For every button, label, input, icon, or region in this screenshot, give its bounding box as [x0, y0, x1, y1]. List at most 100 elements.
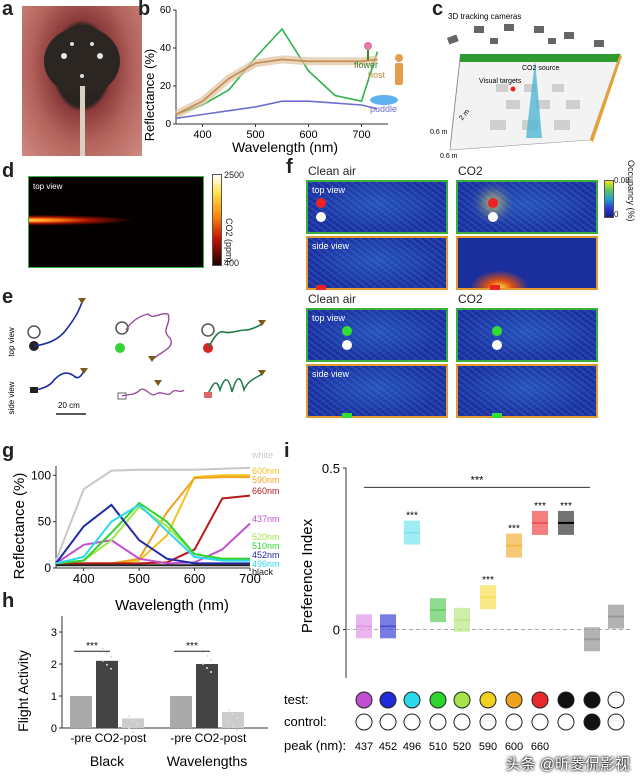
puddle-icon	[370, 95, 398, 105]
i-control-swatch	[403, 713, 421, 731]
i-peak-label: 660	[531, 741, 549, 753]
h-bar-wavelengths-2	[222, 712, 244, 728]
i-sig: ***	[560, 501, 572, 512]
h-sig: ***	[86, 641, 98, 652]
h-cat-label: -pre	[170, 731, 192, 745]
g-ylabel: Reflectance (%)	[11, 473, 28, 580]
i-top-sig: ***	[471, 474, 485, 486]
h-point	[102, 659, 104, 662]
h-point	[110, 667, 112, 670]
e-trajectory-3-top	[207, 323, 263, 349]
i-control-swatch	[379, 713, 397, 731]
f-heat-clean-top-2: top view	[306, 308, 448, 362]
i-sig: ***	[406, 511, 418, 522]
h-point	[102, 647, 104, 650]
i-test-swatch	[403, 691, 421, 709]
visual-target-red	[510, 86, 516, 92]
c-dim-height: 0.6 m	[430, 129, 448, 136]
i-test-swatch	[557, 691, 575, 709]
g-ytick: 50	[38, 515, 52, 529]
h-point	[132, 719, 134, 722]
i-sig: ***	[508, 524, 520, 535]
f-tag-top-2: top view	[312, 313, 346, 323]
f-cbar-label: Occupancy (%)	[626, 160, 636, 222]
e-trajectory-2-side	[121, 388, 185, 397]
b-xtick: 600	[299, 129, 317, 141]
e-side-view-label: side view	[7, 381, 16, 414]
d-top-view-tag: top view	[33, 182, 63, 191]
i-peak-label: 452	[379, 741, 397, 753]
i-control-swatch	[557, 713, 575, 731]
panel-f-label: f	[286, 156, 293, 178]
i-sig: ***	[534, 501, 546, 512]
f-target-green-c	[342, 326, 352, 336]
h-point	[236, 729, 238, 731]
h-point	[202, 663, 204, 665]
f-heat-clean-side-1: side view	[306, 236, 448, 290]
co2-colorbar	[212, 174, 222, 266]
panel-h-label: h	[2, 590, 15, 612]
d-cbar-max: 2500	[224, 170, 245, 180]
g-ytick: 100	[31, 468, 51, 482]
c-source-label: CO2 source	[522, 65, 559, 72]
i-row-control: control:	[284, 714, 327, 729]
f-heat-co2-top-2	[456, 308, 598, 362]
b-label-puddle: puddle	[370, 104, 397, 114]
h-cat-label: CO2	[195, 731, 220, 745]
f-target-red-b	[488, 198, 498, 208]
panel-b-chart: Reflectance (%) Wavelength (nm) 0 20 40 60 4…	[142, 5, 403, 155]
h-bar-wavelengths-1	[196, 664, 218, 728]
h-ytick: 2	[51, 659, 57, 671]
i-test-swatch	[531, 691, 549, 709]
g-xtick: 400	[73, 571, 95, 586]
b-xtick: 400	[193, 129, 211, 141]
g-ytick: 0	[44, 561, 51, 575]
e-scale-label: 20 cm	[58, 401, 80, 410]
b-xtick: 500	[246, 129, 264, 141]
g-legend-590nm: 590nm	[252, 475, 280, 485]
e-target-white-3	[201, 323, 215, 337]
h-point	[228, 709, 230, 711]
i-row-peak: peak (nm):	[284, 738, 346, 753]
co2-heatmap: top view	[28, 176, 204, 268]
f-tag-top: top view	[312, 185, 346, 195]
e-trajectory-1-top	[33, 301, 83, 347]
h-bar-black-1	[96, 660, 118, 728]
f-target-white-d	[492, 340, 502, 350]
h-bar-wavelengths-0	[170, 696, 192, 728]
h-point	[136, 723, 138, 726]
d-cbar-min: 400	[224, 258, 240, 268]
b-ytick: 20	[160, 81, 172, 92]
h-point	[232, 713, 234, 715]
i-control-swatch	[355, 713, 373, 731]
panel-b-label: b	[138, 0, 151, 20]
b-ytick: 60	[160, 5, 172, 16]
panel-d-label: d	[2, 160, 15, 182]
h-ytick: 0	[51, 723, 57, 735]
b-series-host	[175, 58, 378, 116]
i-control-swatch	[531, 713, 549, 731]
h-ytick: 1	[51, 691, 57, 703]
e-target-white-2	[115, 321, 129, 335]
f-target-white-a	[316, 212, 326, 222]
h-bar-black-2	[122, 718, 144, 728]
b-label-host: host	[368, 70, 386, 80]
f-tag-side-2: side view	[312, 369, 350, 379]
panel-a-label: a	[2, 0, 14, 20]
watermark: 头条 @昕菱侃影视	[505, 756, 630, 773]
i-ytick: 0.5	[322, 461, 340, 476]
occupancy-colorbar	[604, 180, 614, 218]
i-control-swatch	[505, 713, 523, 731]
co2-plume	[526, 60, 542, 138]
i-row-test: test:	[284, 692, 309, 707]
mosquito-photo	[22, 6, 142, 156]
h-cat-label: -post	[120, 731, 147, 745]
e-target-white-1	[27, 325, 41, 339]
i-test-swatch	[453, 691, 471, 709]
h-cat-label: -post	[220, 731, 247, 745]
h-point	[206, 655, 208, 657]
i-control-swatch	[479, 713, 497, 731]
g-xlabel: Wavelength (nm)	[115, 597, 229, 614]
f-target-white-c	[342, 340, 352, 350]
panel-i-chart: Preference Index 0 0.5 *** *** *** *** *** ***…	[284, 461, 632, 753]
